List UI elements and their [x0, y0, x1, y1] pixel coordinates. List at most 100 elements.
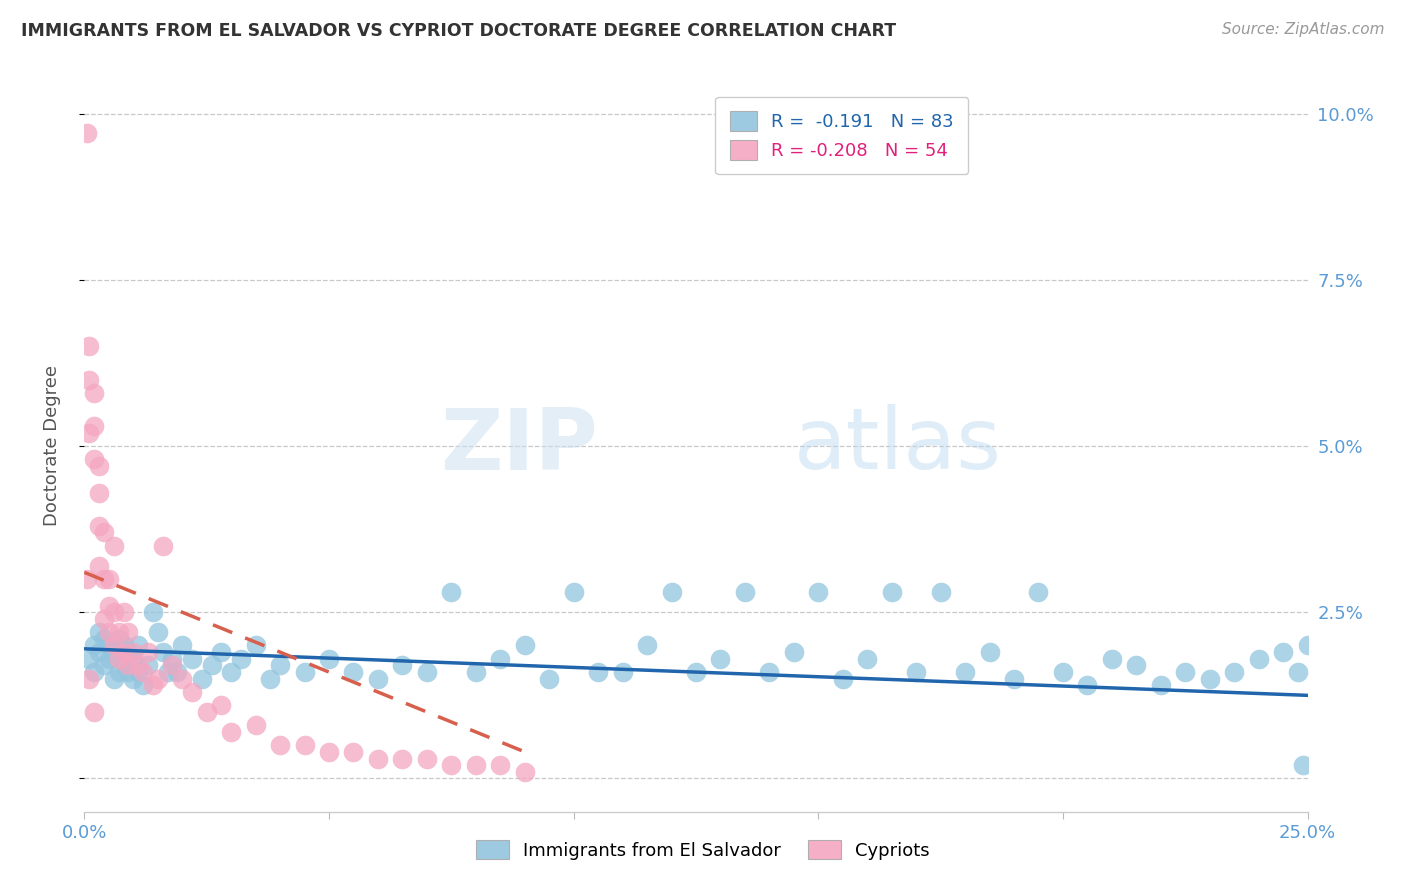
Point: [1198, 672, 1220, 686]
Point: [1002, 672, 1025, 686]
Point: [83, 452, 105, 467]
Point: [391, 658, 413, 673]
Point: [97, 652, 120, 666]
Point: [117, 665, 139, 679]
Point: [685, 665, 707, 679]
Point: [122, 652, 145, 666]
Point: [181, 652, 204, 666]
Point: [416, 751, 439, 765]
Point: [489, 652, 512, 666]
Point: [97, 625, 120, 640]
Point: [127, 658, 149, 673]
Point: [294, 738, 316, 752]
Point: [103, 539, 125, 553]
Point: [112, 605, 135, 619]
Point: [97, 639, 120, 653]
Point: [269, 738, 291, 752]
Point: [929, 585, 952, 599]
Point: [416, 665, 439, 679]
Point: [83, 665, 105, 679]
Point: [195, 705, 218, 719]
Point: [219, 725, 242, 739]
Point: [294, 665, 316, 679]
Point: [112, 645, 135, 659]
Point: [209, 698, 232, 713]
Text: IMMIGRANTS FROM EL SALVADOR VS CYPRIOT DOCTORATE DEGREE CORRELATION CHART: IMMIGRANTS FROM EL SALVADOR VS CYPRIOT D…: [21, 22, 896, 40]
Legend: Immigrants from El Salvador, Cypriots: Immigrants from El Salvador, Cypriots: [461, 825, 945, 874]
Point: [166, 665, 188, 679]
Point: [758, 665, 780, 679]
Point: [269, 658, 291, 673]
Point: [103, 645, 125, 659]
Point: [191, 672, 214, 686]
Point: [1292, 758, 1315, 772]
Point: [162, 652, 184, 666]
Point: [1028, 585, 1050, 599]
Point: [259, 672, 281, 686]
Point: [93, 572, 115, 586]
Point: [1247, 652, 1270, 666]
Point: [83, 639, 105, 653]
Point: [87, 518, 110, 533]
Point: [107, 625, 129, 640]
Point: [342, 745, 364, 759]
Point: [77, 372, 100, 386]
Point: [979, 645, 1001, 659]
Point: [538, 672, 561, 686]
Point: [127, 639, 149, 653]
Point: [1272, 645, 1295, 659]
Y-axis label: Doctorate Degree: Doctorate Degree: [42, 366, 60, 526]
Point: [107, 652, 129, 666]
Point: [77, 339, 100, 353]
Point: [489, 758, 512, 772]
Point: [1223, 665, 1246, 679]
Point: [122, 645, 145, 659]
Point: [464, 665, 486, 679]
Point: [1101, 652, 1123, 666]
Point: [342, 665, 364, 679]
Point: [200, 658, 222, 673]
Point: [318, 745, 340, 759]
Point: [162, 658, 184, 673]
Point: [87, 625, 110, 640]
Point: [953, 665, 976, 679]
Legend: R =  -0.191   N = 83, R = -0.208   N = 54: R = -0.191 N = 83, R = -0.208 N = 54: [716, 96, 969, 174]
Point: [245, 718, 267, 732]
Point: [93, 525, 115, 540]
Point: [219, 665, 242, 679]
Point: [636, 639, 658, 653]
Point: [152, 539, 174, 553]
Text: Source: ZipAtlas.com: Source: ZipAtlas.com: [1222, 22, 1385, 37]
Point: [87, 458, 110, 473]
Point: [1174, 665, 1197, 679]
Point: [117, 645, 139, 659]
Point: [122, 672, 145, 686]
Point: [807, 585, 830, 599]
Point: [107, 665, 129, 679]
Point: [136, 658, 159, 673]
Point: [880, 585, 903, 599]
Point: [229, 652, 252, 666]
Point: [87, 558, 110, 573]
Point: [97, 599, 120, 613]
Point: [1286, 665, 1309, 679]
Point: [83, 385, 105, 400]
Point: [440, 758, 463, 772]
Point: [709, 652, 731, 666]
Point: [440, 585, 463, 599]
Point: [136, 645, 159, 659]
Point: [93, 658, 115, 673]
Point: [367, 751, 389, 765]
Point: [1125, 658, 1147, 673]
Point: [181, 685, 204, 699]
Point: [734, 585, 756, 599]
Point: [117, 658, 139, 673]
Point: [132, 678, 155, 692]
Point: [152, 645, 174, 659]
Point: [76, 572, 98, 586]
Point: [1296, 639, 1319, 653]
Point: [103, 639, 125, 653]
Point: [77, 652, 100, 666]
Point: [831, 672, 853, 686]
Point: [783, 645, 806, 659]
